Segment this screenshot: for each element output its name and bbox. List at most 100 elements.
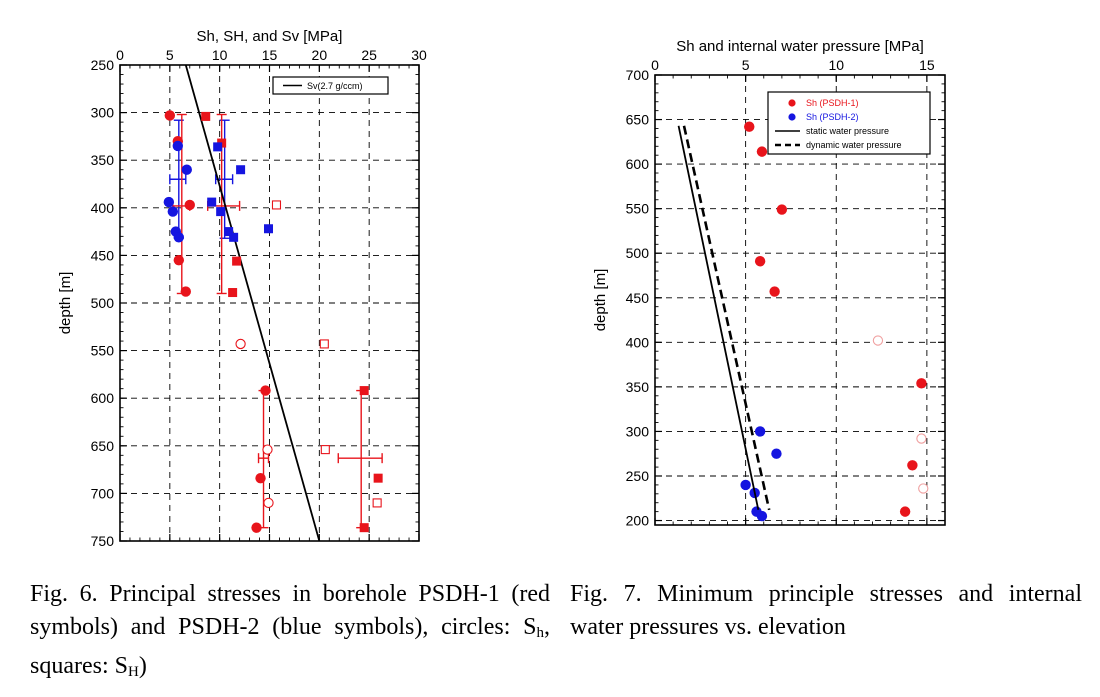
y-tick-label: 700 bbox=[626, 67, 650, 83]
x-tick-label: 0 bbox=[116, 47, 124, 63]
y-tick-label: 700 bbox=[91, 485, 115, 501]
data-point bbox=[320, 445, 330, 455]
data-point bbox=[264, 224, 274, 234]
data-point bbox=[235, 338, 246, 350]
data-point bbox=[916, 378, 927, 389]
legend-label-dynamic: dynamic water pressure bbox=[806, 140, 902, 150]
legend: Sv(2.7 g/ccm) bbox=[272, 76, 389, 95]
data-point bbox=[216, 207, 226, 217]
y-tick-label: 400 bbox=[626, 334, 650, 350]
series-line bbox=[677, 125, 760, 511]
y-tick-label: 650 bbox=[626, 112, 650, 128]
series-line bbox=[184, 64, 321, 542]
y-tick-label: 600 bbox=[91, 390, 115, 406]
x-tick-label: 15 bbox=[262, 47, 278, 63]
y-tick-label: 550 bbox=[91, 343, 115, 359]
legend-marker-psdh1 bbox=[788, 99, 796, 107]
x-tick-label: 5 bbox=[742, 57, 750, 73]
data-point bbox=[228, 288, 238, 298]
figure-7-chart: 0 5 10 15 700 650 600 550 500 450 400 350 300 250 200 S… bbox=[592, 38, 946, 529]
x-axis-title: Sh, SH, and Sv [MPa] bbox=[197, 28, 343, 45]
legend-label-sv: Sv(2.7 g/ccm) bbox=[307, 81, 363, 91]
data-point bbox=[163, 196, 175, 208]
y-tick-label: 650 bbox=[91, 438, 115, 454]
x-tick-label: 20 bbox=[312, 47, 328, 63]
data-point bbox=[172, 140, 184, 152]
data-point bbox=[260, 385, 271, 396]
data-point bbox=[184, 199, 195, 211]
y-tick-label: 300 bbox=[91, 105, 115, 121]
data-point bbox=[754, 256, 766, 267]
y-tick-label: 500 bbox=[626, 245, 650, 261]
y-tick-label: 450 bbox=[91, 247, 115, 263]
data-point bbox=[771, 448, 782, 459]
y-tick-label: 350 bbox=[91, 152, 115, 168]
x-tick-label: 15 bbox=[919, 57, 935, 73]
caption-subscript-h: h bbox=[536, 625, 545, 641]
data-point bbox=[224, 227, 234, 237]
data-point bbox=[756, 146, 768, 157]
legend: Sh (PSDH-1) Sh (PSDH-2) static water press… bbox=[767, 91, 931, 155]
data-point bbox=[918, 483, 929, 494]
data-point bbox=[263, 497, 274, 509]
y-axis-title: depth [m] bbox=[57, 272, 74, 335]
figure-6-caption: Fig. 6. Principal stresses in borehole P… bbox=[30, 578, 550, 689]
y-axis-title: depth [m] bbox=[592, 269, 609, 332]
y-tick-label: 300 bbox=[626, 423, 650, 439]
data-point bbox=[907, 460, 918, 471]
data-point bbox=[776, 204, 788, 215]
data-point bbox=[167, 206, 179, 217]
y-tick-label: 600 bbox=[626, 156, 650, 172]
data-point bbox=[251, 522, 262, 533]
data-point bbox=[236, 165, 246, 175]
data-point bbox=[180, 286, 191, 297]
data-point bbox=[373, 473, 383, 483]
legend-label-static: static water pressure bbox=[806, 126, 889, 136]
data-point bbox=[899, 506, 911, 517]
data-point bbox=[181, 164, 192, 175]
y-tick-label: 500 bbox=[91, 295, 115, 311]
data-point bbox=[372, 498, 382, 508]
data-point bbox=[213, 142, 223, 152]
data-point bbox=[229, 232, 239, 242]
figure-7-caption: Fig. 7. Minimum principle stresses and i… bbox=[570, 581, 1082, 640]
data-point bbox=[319, 339, 329, 349]
figure-6-caption-end: ) bbox=[138, 653, 147, 679]
x-tick-label: 10 bbox=[828, 57, 844, 73]
data-point bbox=[173, 232, 185, 243]
data-point bbox=[262, 444, 273, 455]
legend-label-psdh2: Sh (PSDH-2) bbox=[806, 112, 859, 122]
data-point bbox=[872, 335, 884, 346]
data-point bbox=[740, 479, 751, 491]
figure-6-chart: 0 5 10 15 20 25 30 250 300 350 400 450 500 550 600 650 7… bbox=[57, 28, 427, 549]
data-point bbox=[255, 472, 266, 484]
data-point bbox=[916, 433, 927, 444]
x-tick-label: 25 bbox=[361, 47, 377, 63]
y-tick-label: 350 bbox=[626, 379, 650, 395]
legend-label-psdh1: Sh (PSDH-1) bbox=[806, 98, 859, 108]
y-tick-label: 400 bbox=[91, 200, 115, 216]
data-point bbox=[359, 386, 369, 396]
x-tick-label: 0 bbox=[651, 57, 659, 73]
y-tick-label: 200 bbox=[626, 513, 650, 529]
data-point bbox=[207, 197, 217, 207]
legend-box bbox=[272, 76, 389, 95]
x-tick-label: 30 bbox=[411, 47, 427, 63]
data-point bbox=[232, 256, 242, 266]
x-axis-title: Sh and internal water pressure [MPa] bbox=[676, 38, 924, 55]
figure-6-caption-text: Fig. 6. Principal stresses in borehole P… bbox=[30, 581, 550, 640]
y-tick-label: 250 bbox=[91, 57, 115, 73]
caption-subscript-H: H bbox=[128, 664, 139, 680]
series-line bbox=[682, 125, 771, 511]
data-point bbox=[164, 110, 176, 121]
x-tick-label: 5 bbox=[166, 47, 174, 63]
data-point bbox=[359, 523, 369, 533]
y-tick-label: 450 bbox=[626, 290, 650, 306]
y-tick-label: 250 bbox=[626, 468, 650, 484]
data-point bbox=[201, 111, 211, 121]
data-point bbox=[769, 286, 780, 297]
data-point bbox=[173, 254, 185, 266]
y-tick-label: 550 bbox=[626, 201, 650, 217]
y-tick-label: 750 bbox=[91, 533, 115, 549]
data-point bbox=[754, 426, 766, 437]
